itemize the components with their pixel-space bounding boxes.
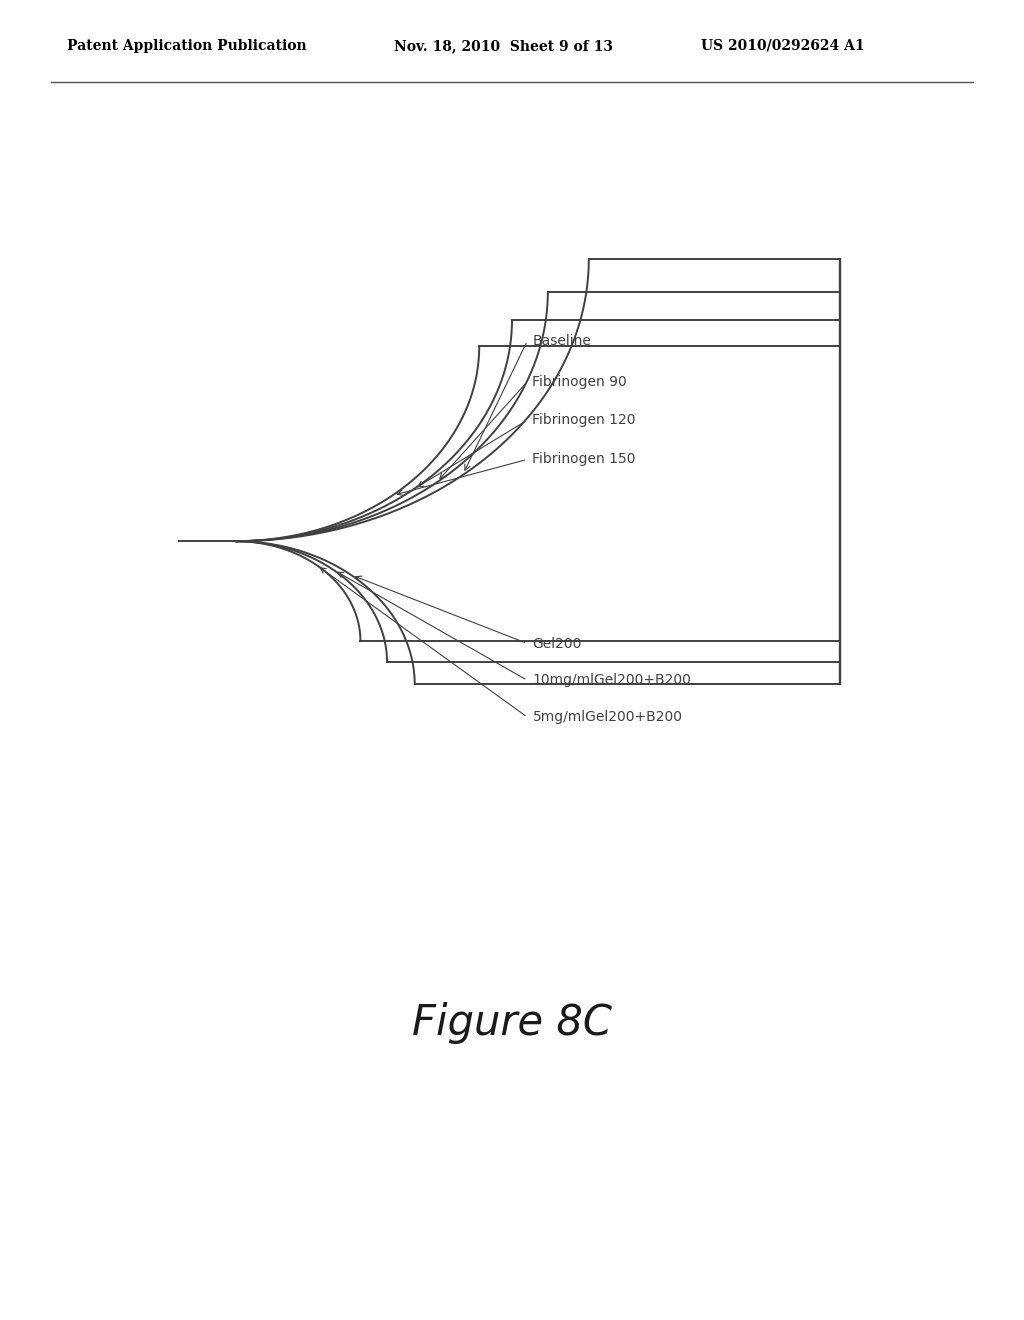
Text: Gel200: Gel200 xyxy=(532,636,582,651)
Text: Baseline: Baseline xyxy=(532,334,591,347)
Text: Figure 8C: Figure 8C xyxy=(412,1002,612,1044)
Text: 5mg/mlGel200+B200: 5mg/mlGel200+B200 xyxy=(532,710,682,725)
Text: Nov. 18, 2010  Sheet 9 of 13: Nov. 18, 2010 Sheet 9 of 13 xyxy=(394,38,613,53)
Text: 10mg/mlGel200+B200: 10mg/mlGel200+B200 xyxy=(532,673,691,688)
Text: Patent Application Publication: Patent Application Publication xyxy=(67,38,306,53)
Text: US 2010/0292624 A1: US 2010/0292624 A1 xyxy=(701,38,865,53)
Text: Fibrinogen 90: Fibrinogen 90 xyxy=(532,375,628,388)
Text: Fibrinogen 120: Fibrinogen 120 xyxy=(532,413,636,428)
Text: Fibrinogen 150: Fibrinogen 150 xyxy=(532,453,636,466)
